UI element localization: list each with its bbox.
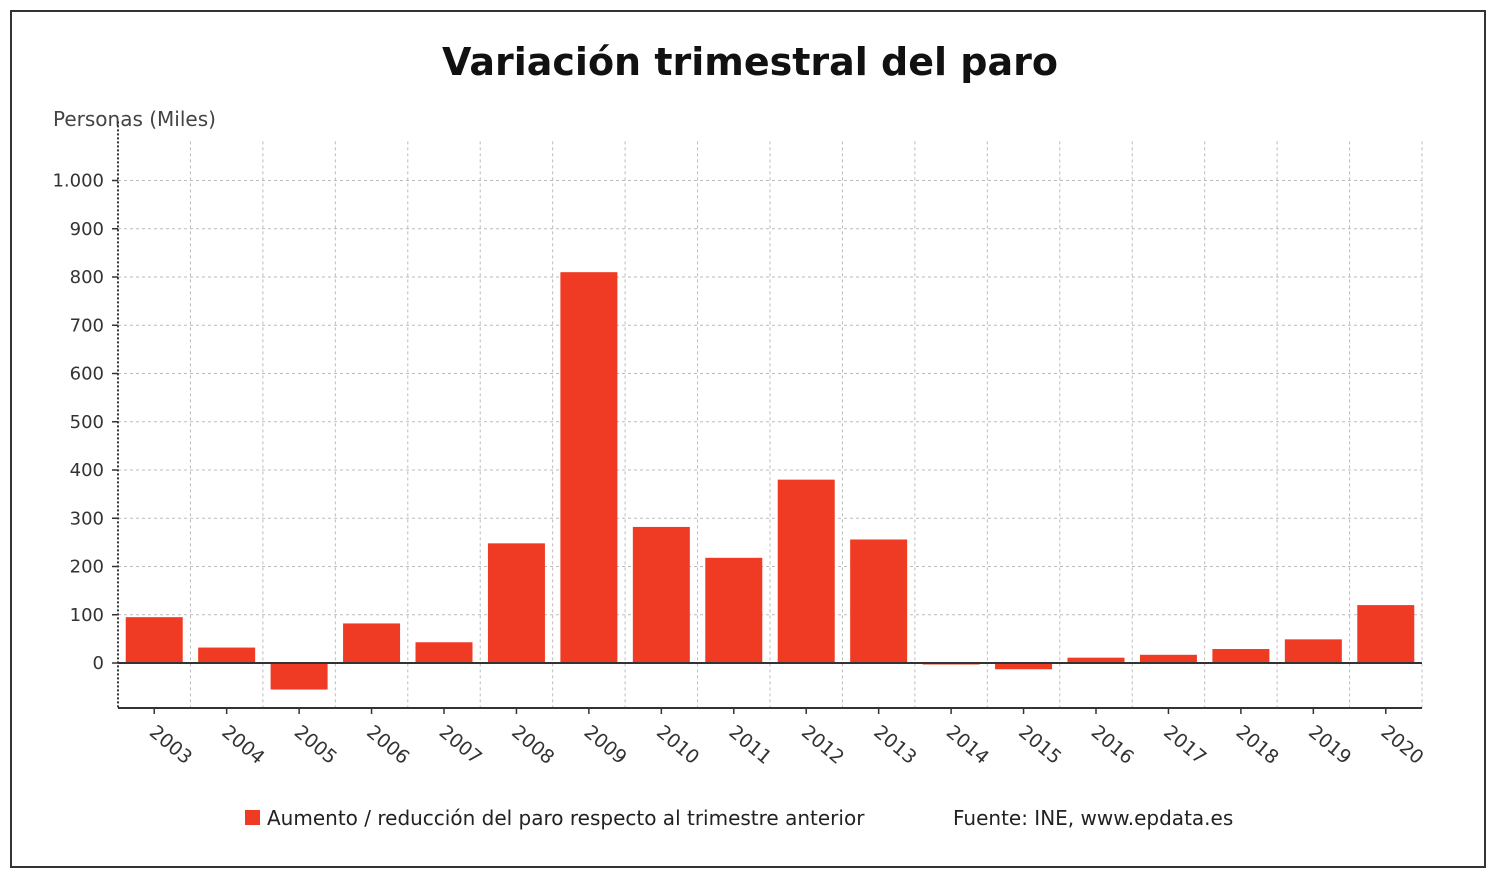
x-tick-label: 2006 (362, 721, 413, 769)
y-tick-label: 0 (93, 653, 104, 674)
x-tick-label: 2012 (797, 721, 848, 769)
x-tick-label: 2010 (652, 721, 703, 769)
x-tick-label: 2009 (580, 721, 631, 769)
x-tick-label: 2004 (217, 721, 268, 769)
x-tick-label: 2019 (1304, 721, 1355, 769)
bar-2016 (1067, 657, 1125, 663)
bar-2017 (1139, 654, 1197, 663)
y-tick-label: 700 (70, 315, 104, 336)
y-tick-label: 600 (70, 364, 104, 385)
x-tick-label: 2014 (942, 721, 993, 769)
y-tick-label: 1.000 (52, 171, 104, 192)
bar-2006 (343, 623, 401, 663)
x-tick-label: 2018 (1232, 721, 1283, 769)
bar-2008 (487, 543, 545, 663)
y-tick-label: 900 (70, 219, 104, 240)
gridlines (118, 141, 1423, 708)
bar-2012 (777, 479, 835, 663)
y-tick-label: 400 (70, 460, 104, 481)
x-tick-label: 2020 (1377, 721, 1428, 769)
y-tick-label: 500 (70, 412, 104, 433)
x-tick-labels: 2003 2004 2005 2006 2007 2008 2009 2010 2011 2012… (145, 708, 1428, 769)
bar-2007 (415, 642, 473, 663)
bar-2010 (632, 526, 690, 663)
bar-2004 (198, 647, 256, 663)
y-tick-label: 300 (70, 508, 104, 529)
bar-2009 (560, 272, 618, 663)
x-tick-label: 2015 (1014, 721, 1065, 769)
chart-title: Variación trimestral del paro (442, 40, 1058, 84)
x-tick-label: 2007 (435, 721, 486, 769)
y-axis-label: Personas (Miles) (53, 107, 216, 131)
legend-label: Aumento / reducción del paro respecto al… (267, 806, 865, 830)
y-tick-labels: 0 100 200 300 400 500 600 700 800 900 1.000 (52, 171, 118, 674)
bar-2020 (1357, 605, 1415, 663)
source-note: Fuente: INE, www.epdata.es (953, 806, 1233, 830)
x-tick-label: 2013 (869, 721, 920, 769)
x-tick-label: 2011 (725, 721, 776, 769)
y-tick-label: 100 (70, 605, 104, 626)
bar-2003 (125, 617, 183, 663)
legend: Aumento / reducción del paro respecto al… (245, 806, 865, 830)
y-tick-label: 800 (70, 267, 104, 288)
bars (125, 272, 1415, 690)
x-tick-label: 2003 (145, 721, 196, 769)
x-tick-label: 2017 (1159, 721, 1210, 769)
bar-2015 (995, 663, 1053, 670)
x-tick-label: 2008 (507, 721, 558, 769)
y-tick-label: 200 (70, 557, 104, 578)
legend-swatch (245, 810, 260, 825)
bar-2018 (1212, 649, 1270, 663)
chart-frame (10, 10, 1486, 868)
axes (117, 121, 1422, 709)
bar-2019 (1284, 639, 1342, 663)
bar-2013 (850, 539, 908, 663)
bar-2011 (705, 557, 763, 663)
x-tick-label: 2016 (1087, 721, 1138, 769)
bar-2005 (270, 663, 328, 690)
x-tick-label: 2005 (290, 721, 341, 769)
